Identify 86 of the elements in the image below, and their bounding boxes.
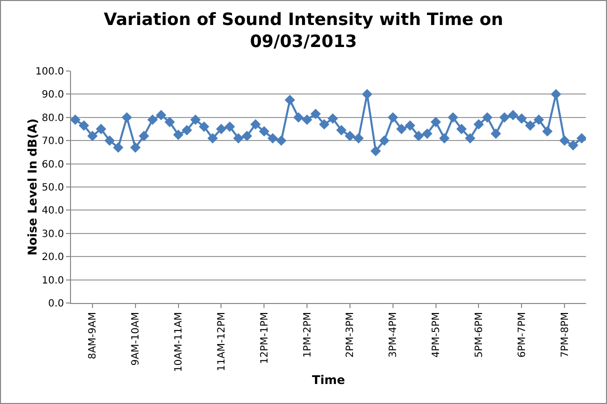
point: [293, 112, 304, 123]
point: [542, 126, 553, 137]
point: [413, 130, 424, 142]
point: [233, 133, 244, 144]
x-tick-label: 7PM-8PM: [560, 312, 571, 358]
point: [448, 112, 458, 123]
point: [147, 114, 158, 125]
y-tick-label: 80.0: [42, 112, 64, 124]
point: [207, 133, 218, 144]
point: [242, 130, 252, 142]
point: [534, 114, 544, 125]
point: [439, 133, 450, 144]
point: [328, 113, 338, 124]
x-tick-label: 11AM-12PM: [216, 312, 228, 372]
point: [130, 142, 141, 153]
point: [276, 135, 286, 146]
y-tick-label: 0.0: [48, 298, 64, 310]
point: [258, 126, 270, 137]
x-tick-label: 8AM-9AM: [88, 312, 99, 360]
point: [499, 112, 510, 123]
point: [404, 120, 416, 131]
y-tick-label: 70.0: [42, 136, 64, 148]
point: [104, 135, 115, 146]
point: [182, 124, 192, 136]
y-tick-label: 40.0: [42, 206, 64, 217]
x-tick-label: 3PM-4PM: [388, 312, 400, 358]
point: [190, 114, 201, 125]
point: [138, 130, 150, 142]
y-tick-label: 60.0: [42, 159, 64, 170]
point: [71, 114, 80, 125]
y-tick-label: 100.0: [35, 66, 64, 78]
y-tick-label: 20.0: [42, 252, 64, 264]
y-axis-title: Noise Level In dB(A): [26, 118, 40, 256]
point: [87, 130, 98, 142]
point: [362, 89, 372, 100]
point: [216, 124, 226, 134]
point: [379, 135, 390, 146]
point: [353, 133, 364, 144]
point: [268, 133, 278, 144]
y-tick-label: 10.0: [42, 275, 64, 286]
point: [474, 119, 484, 130]
point: [336, 124, 347, 136]
x-axis-title: Time: [312, 372, 345, 387]
point: [284, 94, 296, 106]
point: [319, 119, 330, 130]
point: [96, 124, 106, 134]
point: [156, 110, 166, 120]
x-tick-label: 2PM-3PM: [345, 312, 356, 358]
point: [559, 135, 570, 146]
point: [78, 120, 90, 131]
point: [396, 124, 407, 134]
y-tick-label: 30.0: [42, 228, 64, 240]
point: [250, 119, 261, 130]
y-tick-label: 50.0: [42, 182, 64, 194]
point: [490, 128, 502, 139]
point: [198, 121, 210, 132]
point: [344, 130, 356, 142]
x-tick-label: 10AM-11AM: [174, 312, 185, 372]
point: [464, 133, 476, 144]
point: [370, 146, 381, 156]
x-tick-label: 6PM-7PM: [516, 312, 528, 358]
point: [122, 112, 132, 123]
point: [224, 121, 235, 132]
point: [388, 112, 398, 123]
x-tick-label: 12PM-1PM: [259, 312, 270, 364]
point: [173, 130, 184, 140]
point: [508, 110, 518, 120]
point: [164, 116, 175, 128]
point: [576, 133, 586, 144]
y-tick-label: 90.0: [42, 90, 64, 101]
point: [310, 108, 321, 120]
x-tick-label: 5PM-6PM: [474, 312, 485, 358]
x-tick-label: 4PM-5PM: [431, 312, 442, 358]
point: [525, 120, 536, 131]
point: [456, 124, 467, 134]
point: [568, 140, 578, 150]
point: [550, 89, 562, 100]
point: [430, 116, 441, 128]
x-tick-label: 9AM-10AM: [130, 312, 142, 366]
point: [516, 113, 527, 124]
point: [422, 128, 432, 139]
point: [302, 114, 312, 125]
point: [113, 142, 124, 153]
point: [482, 112, 492, 123]
chart-title: Variation of Sound Intensity with Time on 09/03/2013: [104, 10, 504, 52]
x-tick-label: 1PM-2PM: [302, 312, 314, 358]
